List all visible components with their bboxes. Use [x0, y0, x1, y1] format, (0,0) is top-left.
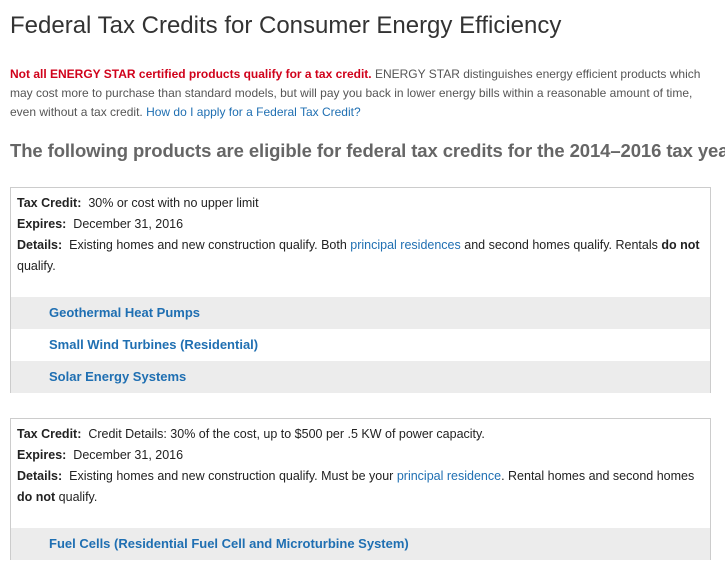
text: qualify.: [17, 259, 56, 273]
label: Expires:: [17, 217, 67, 231]
credit-box: Tax Credit: 30% or cost with no upper li…: [10, 187, 711, 393]
emphasis: do not: [17, 490, 56, 504]
product-link[interactable]: Geothermal Heat Pumps: [11, 297, 710, 329]
value: 30% or cost with no upper limit: [88, 196, 259, 210]
text: . Rental homes and second homes: [501, 469, 695, 483]
subtitle: The following products are eligible for …: [10, 140, 725, 161]
value: December 31, 2016: [73, 448, 184, 462]
label: Details:: [17, 238, 63, 252]
label: Details:: [17, 469, 63, 483]
text: Existing homes and new construction qual…: [69, 469, 397, 483]
text: and second homes qualify. Rentals: [460, 238, 662, 252]
link[interactable]: principal residences: [350, 238, 461, 252]
emphasis: do not: [661, 238, 700, 252]
product-link[interactable]: Small Wind Turbines (Residential): [49, 337, 259, 352]
label: Expires:: [17, 448, 67, 462]
label: Tax Credit:: [17, 427, 82, 441]
text: Existing homes and new construction qual…: [69, 238, 351, 252]
label: Tax Credit:: [17, 196, 82, 210]
value: Credit Details: 30% of the cost, up to $…: [88, 427, 485, 441]
credit-info: Tax Credit: 30% or cost with no upper li…: [11, 188, 710, 297]
product-list: Geothermal Heat Pumps Small Wind Turbine…: [11, 297, 710, 393]
credit-box: Tax Credit: Credit Details: 30% of the c…: [10, 418, 711, 560]
product-link[interactable]: Solar Energy Systems: [11, 361, 710, 393]
product-list: Fuel Cells (Residential Fuel Cell and Mi…: [11, 528, 710, 560]
apply-link[interactable]: How do I apply for a Federal Tax Credit?: [146, 105, 361, 119]
link[interactable]: principal residence: [396, 469, 502, 483]
value: December 31, 2016: [73, 217, 184, 231]
intro-text: ENERGY STAR distinguishes energy efficie…: [10, 67, 701, 119]
product-link[interactable]: Fuel Cells (Residential Fuel Cell and Mi…: [11, 528, 710, 560]
intro: Not all ENERGY STAR certified products q…: [10, 65, 715, 122]
warning: Not all ENERGY STAR certified products q…: [10, 67, 372, 81]
credit-info: Tax Credit: Credit Details: 30% of the c…: [11, 419, 710, 528]
text: qualify.: [55, 490, 98, 504]
page-title: Federal Tax Credits for Consumer Energy …: [10, 12, 562, 39]
